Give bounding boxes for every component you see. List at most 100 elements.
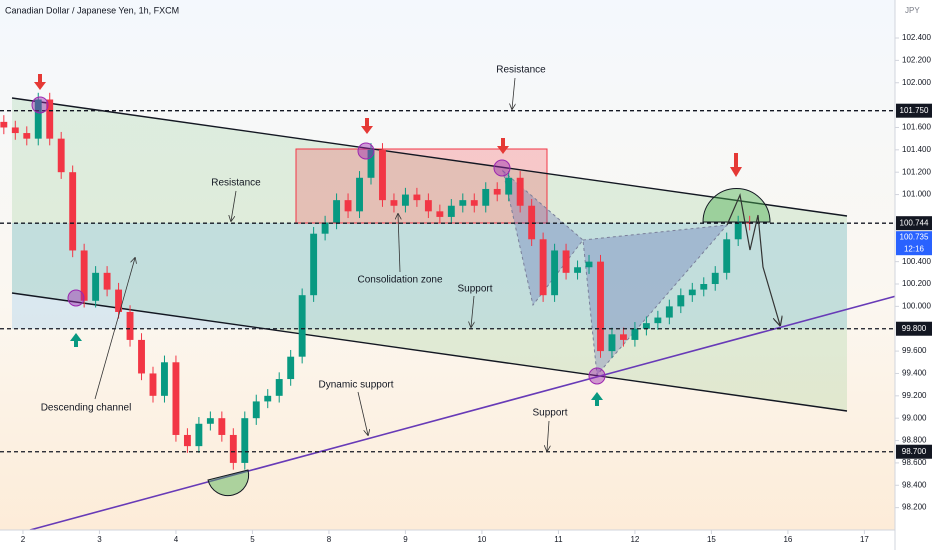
candle-body	[585, 261, 593, 268]
x-tick-label: 10	[477, 535, 486, 544]
touch-markers	[31, 96, 606, 385]
candle-body	[57, 138, 65, 173]
x-tick-label: 3	[97, 535, 102, 544]
candle-body	[436, 211, 444, 217]
x-tick-label: 9	[403, 535, 408, 544]
y-tick-label: 99.400	[902, 369, 927, 378]
candle-body	[470, 200, 478, 206]
candle-body	[23, 133, 31, 139]
candle-body	[356, 177, 363, 212]
y-tick-label: 101.600	[902, 123, 931, 132]
candle-body	[172, 362, 180, 435]
candle-body	[401, 194, 409, 206]
y-tick-label: 100.400	[902, 257, 931, 266]
pointer	[471, 295, 474, 327]
candle-body	[310, 233, 318, 296]
y-tick-label: 98.200	[902, 503, 927, 512]
bounce-arc	[207, 469, 250, 497]
candle-body	[195, 423, 203, 447]
candle-body	[516, 177, 524, 206]
candle-body	[528, 205, 536, 240]
candle-body	[642, 323, 650, 329]
annotation: Resistance	[211, 178, 261, 189]
candle-body	[69, 172, 77, 251]
candle-body	[574, 267, 581, 273]
candle-body	[424, 200, 432, 212]
candle-body	[206, 418, 214, 424]
level-label: 100.744	[900, 218, 929, 227]
candle-body	[631, 328, 639, 340]
x-tick-label: 12	[630, 535, 639, 544]
x-tick-label: 8	[327, 535, 332, 544]
level-label-box	[896, 103, 932, 118]
down-arrow	[497, 138, 509, 154]
support-resistance-band	[12, 223, 847, 329]
up-arrow	[591, 392, 603, 406]
annotation: Consolidation zone	[357, 275, 442, 286]
candle-body	[161, 362, 168, 396]
candle-body	[654, 317, 662, 324]
candle-body	[688, 289, 696, 296]
candle-body	[321, 222, 329, 234]
reject-arc	[702, 188, 771, 223]
candle-body	[46, 99, 54, 139]
time-axis	[0, 530, 932, 550]
touch-circle	[493, 159, 511, 177]
x-tick-label: 5	[250, 535, 255, 544]
y-tick-label: 99.600	[902, 346, 927, 355]
x-tick-label: 15	[707, 535, 716, 544]
down-arrow	[361, 118, 373, 134]
candle-body	[11, 127, 19, 134]
y-tick-label: 99.200	[902, 391, 927, 400]
candle-body	[734, 222, 742, 240]
last-price-label: 100.735	[900, 232, 929, 241]
pointer	[512, 77, 515, 109]
candle-body	[0, 121, 8, 128]
candle-body	[562, 250, 570, 273]
candle-body	[413, 194, 421, 201]
pattern-triangle	[582, 224, 729, 377]
y-tick-label: 101.000	[902, 190, 931, 199]
candle-body	[597, 261, 604, 352]
candle-body	[126, 311, 134, 340]
y-tick-label: 102.200	[902, 55, 931, 64]
level-label: 98.700	[902, 447, 927, 456]
x-tick-label: 16	[783, 535, 792, 544]
touch-circle	[31, 96, 49, 114]
up-arrows	[70, 333, 603, 406]
y-tick-label: 102.400	[902, 33, 931, 42]
candle-body	[298, 295, 306, 357]
down-arrow	[34, 74, 46, 90]
candle-body	[241, 418, 249, 463]
y-tick-label: 98.400	[902, 480, 927, 489]
candle-body	[34, 99, 42, 139]
candle-body	[390, 200, 398, 206]
annotation: Resistance	[496, 65, 546, 76]
candle-body	[218, 418, 226, 435]
candle-body	[287, 356, 295, 380]
level-label-box	[896, 321, 932, 336]
chart-title: Canadian Dollar / Japanese Yen, 1h, FXCM	[5, 5, 179, 15]
level-label-box	[896, 216, 932, 231]
y-tick-label: 100.200	[902, 279, 931, 288]
countdown: 12:16	[904, 244, 925, 253]
down-arrow	[730, 153, 742, 177]
candle-body	[183, 434, 191, 447]
channel-upper	[11, 97, 848, 217]
candle-body	[482, 188, 490, 206]
dynamic-support-line	[29, 294, 901, 531]
currency-label: JPY	[905, 6, 920, 15]
candle-body	[115, 289, 123, 312]
level-label: 99.800	[902, 324, 927, 333]
candle-body	[493, 188, 501, 195]
level-label-box	[896, 444, 932, 459]
candle-body	[252, 401, 260, 419]
last-price-box	[896, 231, 932, 256]
candle-body	[551, 250, 559, 296]
candle-body	[229, 434, 237, 463]
candle-body	[138, 339, 145, 374]
candle-body	[723, 239, 731, 273]
candle-body	[333, 200, 341, 223]
